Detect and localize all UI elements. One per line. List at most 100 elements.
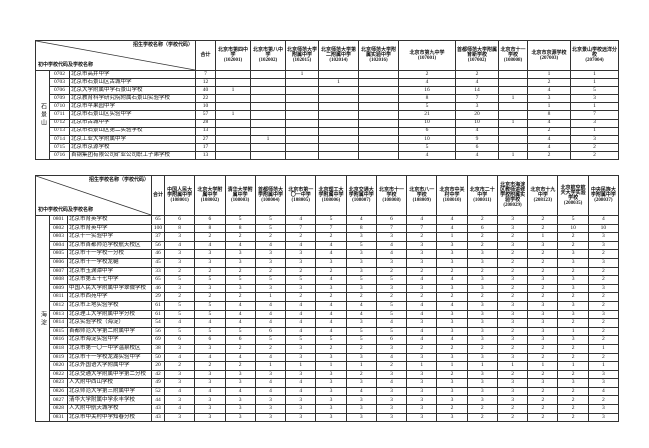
value-cell: 2 (587, 266, 620, 277)
value-cell: 2 (496, 257, 529, 268)
value-cell: 4 (436, 335, 468, 345)
value-cell: 3 (345, 352, 377, 363)
value-cell: 4 (285, 309, 317, 320)
value-cell: 3 (345, 232, 377, 242)
value-cell: 3 (375, 386, 408, 397)
value-cell: 3 (587, 309, 620, 320)
school-code-cell: 0811 (49, 292, 68, 302)
school-name: 北京市第一〇一中学 (288, 188, 314, 198)
value-cell: 4 (194, 386, 226, 397)
value-cell: 1 (527, 361, 559, 371)
school-name-cell: 北京市十一学校一分校 (66, 249, 153, 259)
value-cell (215, 126, 252, 136)
value-cell (215, 78, 252, 88)
value-cell: 4 (315, 275, 347, 285)
total-cell: 27 (195, 134, 217, 144)
value-cell: 4 (406, 326, 438, 337)
total-cell: 100 (151, 223, 166, 234)
value-cell: 3 (527, 326, 559, 337)
total-cell: 46 (151, 283, 166, 294)
school-name-cell: 北京市玉渊潭中学 (66, 266, 153, 277)
column-header: 中央民族大学附属中学 (208037) (587, 175, 620, 216)
total-cell: 54 (151, 318, 166, 328)
school-code-cell: 0713 (49, 126, 70, 136)
total-cell: 61 (151, 300, 166, 311)
value-cell: 2 (527, 386, 559, 397)
data-table: 招生学校名称（学校代码） 初中学校代码及学校名称 合计 中国人民大学附属中学 (1080… (34, 175, 620, 423)
value-cell: 5 (224, 215, 256, 225)
school-code-cell: 0703 (49, 78, 70, 88)
value-cell: 3 (194, 395, 226, 406)
total-cell: 52 (151, 386, 166, 397)
value-cell: 1 (527, 69, 572, 80)
value-cell: 3 (224, 257, 256, 268)
value-cell: 1 (498, 94, 529, 104)
value-cell: 5 (164, 309, 196, 320)
value-cell: 3 (557, 257, 589, 268)
value-cell: 4 (224, 318, 256, 328)
value-cell: 3 (527, 94, 572, 104)
value-cell: 2 (398, 69, 457, 80)
data-row: 0831 北京市中关村中学知春分校 43 3 3 3 3 3 3 3 3 3 3 2 2 2 2 3 (36, 412, 620, 423)
column-header: 北京市中关村中学 (108010) (436, 175, 468, 216)
value-cell: 3 (496, 335, 529, 345)
data-row: 0716 首钢集团有限公司矿业公司职工子弟学校 13 4 4 1 2 2 (36, 150, 620, 161)
value-cell: 2 (406, 232, 438, 242)
column-header: 北京市十一学校 (108008) (498, 40, 529, 71)
value-cell (215, 134, 252, 144)
value-cell: 7 (375, 223, 408, 234)
value-cell: 3 (315, 395, 347, 406)
data-row: 0816 北京市海淀实验中学 69 6 6 6 5 5 5 5 6 4 4 3 3 3 3 2 (36, 335, 620, 345)
value-cell: 3 (496, 240, 529, 251)
school-name-cell: 北京市苹果园中学 (68, 102, 197, 112)
value-cell: 2 (496, 266, 529, 277)
column-header: 首都师范大学附属中学 (108004) (254, 175, 287, 216)
value-cell: 1 (570, 126, 620, 136)
value-cell: 3 (496, 386, 529, 397)
school-code: (102016) (369, 58, 388, 63)
value-cell: 2 (466, 240, 498, 251)
value-cell: 3 (315, 352, 347, 363)
value-cell: 5 (164, 300, 196, 311)
value-cell: 2 (527, 412, 559, 423)
value-cell: 3 (164, 378, 196, 388)
value-cell: 3 (406, 386, 438, 397)
data-row: 0711 北京市石景山区实验中学 57 1 21 20 8 7 (36, 110, 620, 120)
value-cell: 6 (375, 335, 408, 345)
value-cell: 1 (527, 232, 559, 242)
column-header: 北京大学附属中学 (108002) (194, 175, 226, 216)
value-cell (358, 102, 400, 112)
value-cell: 3 (406, 257, 438, 268)
school-code-cell: 0802 (49, 223, 68, 234)
value-cell: 1 (587, 343, 620, 354)
value-cell: 4 (194, 352, 226, 363)
school-name: 北京大学附属中学 (197, 188, 223, 198)
value-cell: 3 (436, 318, 468, 328)
total-cell: 49 (151, 378, 166, 388)
school-name: 北京航空航天大学实验学校 (560, 185, 586, 201)
value-cell: 2 (527, 126, 572, 136)
value-cell (318, 86, 360, 96)
value-cell: 3 (496, 352, 529, 363)
value-cell: 5 (345, 240, 377, 251)
value-cell: 2 (557, 266, 589, 277)
value-cell: 5 (398, 102, 457, 112)
data-row: 0809 中国人民大学附属中学翠微学校 46 3 3 3 3 3 3 3 3 3 3 3 2 2 3 3 (36, 283, 620, 294)
column-header: 清华大学附属中学 (108003) (224, 175, 256, 216)
value-cell: 2 (345, 292, 377, 302)
value-cell (498, 78, 529, 88)
value-cell: 4 (254, 378, 287, 388)
value-cell: 3 (496, 300, 529, 311)
value-cell: 2 (496, 343, 529, 354)
value-cell: 1 (285, 69, 320, 80)
school-code-cell: 0714 (49, 134, 70, 144)
value-cell: 2 (527, 215, 559, 225)
value-cell (318, 110, 360, 120)
value-cell: 1 (318, 78, 360, 88)
school-name: 首都师范大学附属育新学校 (457, 48, 498, 58)
school-code: (108010) (442, 198, 462, 203)
data-row: 0715 北京市京源学校 17 5 6 4 2 (36, 142, 620, 152)
value-cell: 10 (557, 223, 589, 234)
value-cell (358, 118, 400, 128)
data-row: 0713 北京市石景山区第二实验学校 13 6 4 2 1 (36, 126, 620, 136)
